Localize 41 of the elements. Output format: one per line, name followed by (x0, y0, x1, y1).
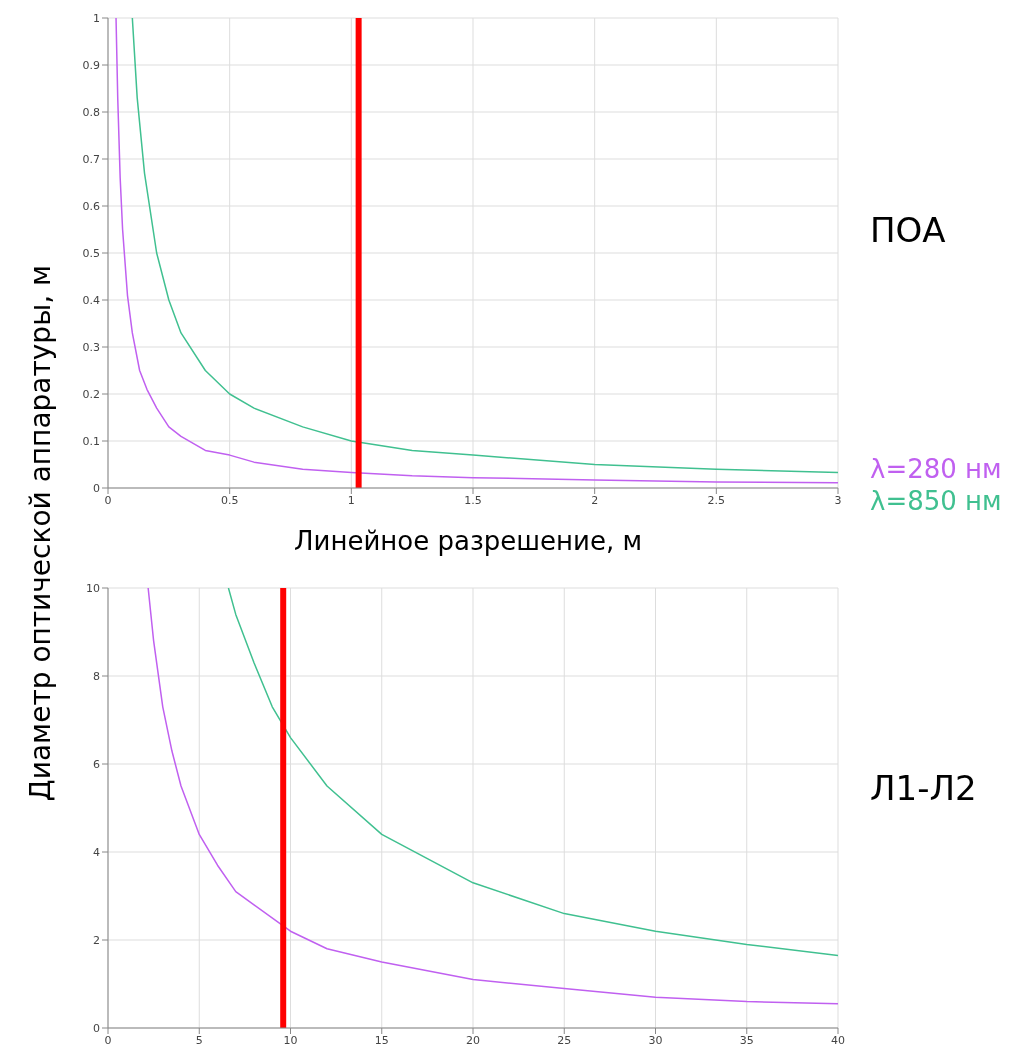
x-tick-label: 3 (834, 493, 842, 507)
y-tick-label: 0.3 (82, 340, 100, 354)
y-axis-title: Диаметр оптической аппаратуры, м (23, 264, 57, 802)
y-tick-label: 0 (93, 481, 100, 495)
x-tick-label: 30 (648, 1033, 663, 1047)
x-tick-label: 2 (591, 493, 599, 507)
x-tick-label: 0.5 (220, 493, 239, 507)
series-label: λ=850 нм (870, 486, 1002, 516)
x-tick-label: 20 (466, 1033, 480, 1047)
y-tick-label: 0.8 (82, 105, 100, 119)
x-tick-label: 35 (739, 1033, 754, 1047)
x-tick-label: 40 (831, 1033, 845, 1047)
y-tick-label: 4 (93, 845, 100, 859)
y-tick-label: 8 (93, 669, 100, 683)
y-tick-label: 0.5 (82, 246, 100, 260)
y-tick-label: 10 (86, 581, 100, 595)
x-tick-label: 1 (347, 493, 355, 507)
y-tick-label: 1 (93, 11, 100, 25)
y-tick-label: 0.6 (82, 199, 100, 213)
x-tick-label: 25 (557, 1033, 572, 1047)
x-tick-label: 0 (104, 493, 112, 507)
y-tick-label: 0.7 (82, 152, 100, 166)
series-label: λ=280 нм (870, 454, 1002, 484)
x-tick-label: 10 (283, 1033, 298, 1047)
line-series (147, 588, 838, 1005)
y-tick-label: 0.9 (82, 58, 100, 72)
x-tick-label: 2.5 (707, 493, 726, 507)
text: ПОА (870, 210, 946, 250)
line-series (227, 588, 838, 957)
x-tick-label: 1.5 (464, 493, 482, 507)
y-tick-label: 0 (93, 1021, 100, 1035)
x-tick-label: 0 (104, 1033, 112, 1047)
x-tick-label: 15 (374, 1033, 389, 1047)
x-tick-label: 5 (195, 1033, 203, 1047)
y-tick-label: 0.2 (82, 387, 100, 401)
y-tick-label: 0.1 (82, 434, 100, 448)
text: Л1-Л2 (870, 768, 977, 808)
y-tick-label: 6 (93, 757, 100, 771)
x-axis-title: Линейное разрешение, м (292, 526, 644, 556)
y-tick-label: 0.4 (82, 293, 100, 307)
y-tick-label: 2 (93, 933, 100, 947)
